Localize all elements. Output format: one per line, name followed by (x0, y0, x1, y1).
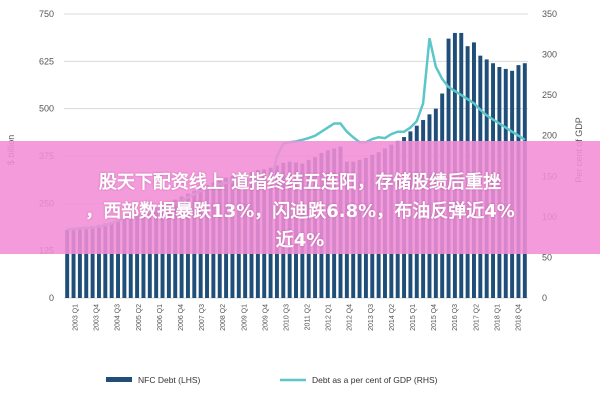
x-tick-label: 2003 Q4 (94, 304, 101, 331)
bar (96, 224, 101, 298)
x-tick-label: 2012 Q4 (347, 304, 354, 331)
bar (147, 210, 152, 298)
headline-line-1: 股天下配资线上 道指终结五连阳，存储股绩后重挫 (98, 172, 502, 193)
left-tick-label: 750 (39, 9, 54, 19)
headline-overlay: 股天下配资线上 道指终结五连阳，存储股绩后重挫 ，西部数据暴跌13%，闪迪跌6.… (0, 141, 600, 254)
x-tick-label: 2010 Q3 (284, 304, 291, 331)
x-tick-label: 2016 Q3 (452, 304, 459, 331)
legend-swatch-nfc-debt (106, 377, 132, 382)
bar (109, 222, 114, 298)
x-tick-label: 2005 Q2 (136, 304, 143, 331)
x-tick-label: 2004 Q3 (115, 304, 122, 331)
left-tick-label: 500 (39, 104, 54, 114)
right-tick-label: 0 (542, 293, 547, 303)
x-tick-label: 2009 Q1 (241, 304, 248, 331)
right-tick-label: 250 (542, 90, 557, 100)
x-axis-ticks: 2003 Q1 2003 Q4 2004 Q3 2005 Q2 2006 Q1 2006 … (73, 304, 523, 331)
bar (71, 229, 76, 298)
x-tick-label: 2013 Q3 (368, 304, 375, 331)
x-tick-label: 2007 Q3 (199, 304, 206, 331)
bar (77, 227, 82, 298)
x-tick-label: 2011 Q2 (305, 304, 312, 330)
right-tick-label: 50 (542, 252, 552, 262)
bar (90, 226, 95, 298)
x-tick-label: 2012 Q1 (326, 304, 333, 331)
legend-label-debt-gdp: Debt as a per cent of GDP (RHS) (312, 375, 438, 385)
bar (116, 220, 120, 298)
x-tick-label: 2008 Q2 (220, 304, 227, 331)
bar (122, 218, 127, 298)
legend-label-nfc-debt: NFC Debt (LHS) (138, 375, 201, 385)
bar (65, 229, 70, 298)
bar (128, 216, 133, 298)
x-tick-label: 2018 Q4 (516, 304, 523, 331)
headline-line-3: 近4% (275, 230, 325, 251)
x-tick-label: 2014 Q2 (389, 304, 396, 331)
left-tick-label: 625 (39, 56, 54, 66)
headline-line-2: ，西部数据暴跌13%，闪迪跌6.8%，布油反弹近4% (85, 201, 515, 222)
bar (84, 226, 89, 298)
x-tick-label: 2006 Q1 (157, 304, 164, 331)
bar (141, 211, 146, 298)
x-tick-label: 2006 Q4 (178, 304, 185, 331)
legend: NFC Debt (LHS) Debt as a per cent of GDP… (106, 375, 438, 385)
x-tick-label: 2015 Q4 (431, 304, 438, 331)
x-tick-label: 2009 Q4 (262, 304, 269, 331)
x-tick-label: 2017 Q2 (473, 304, 480, 331)
left-tick-label: 0 (49, 293, 54, 303)
x-tick-label: 2015 Q1 (410, 304, 417, 331)
right-tick-label: 200 (542, 131, 557, 141)
right-tick-label: 300 (542, 50, 557, 60)
right-tick-label: 350 (542, 9, 557, 19)
bar (135, 213, 140, 298)
x-tick-label: 2003 Q1 (73, 304, 80, 331)
bar (103, 223, 108, 298)
x-tick-label: 2018 Q1 (494, 304, 501, 331)
